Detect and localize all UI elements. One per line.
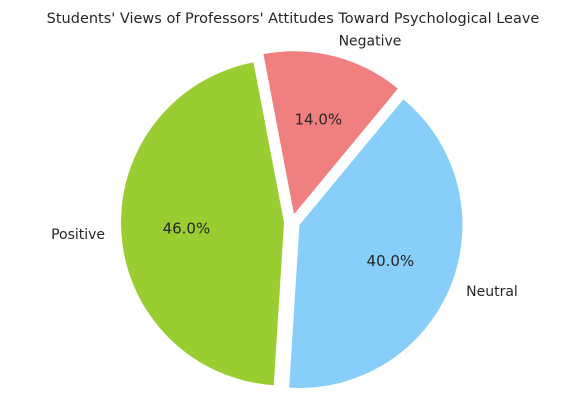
pie-labels: 14.0% Negative 46.0% Positive 40.0% Neutral bbox=[51, 34, 518, 300]
pct-label-positive: 46.0% bbox=[163, 220, 211, 238]
pie-slices bbox=[121, 51, 463, 388]
pie-slice-neutral bbox=[289, 99, 463, 388]
chart-title: Students' Views of Professors' Attitudes… bbox=[47, 11, 540, 27]
slice-label-positive: Positive bbox=[51, 227, 105, 243]
pct-label-negative: 14.0% bbox=[294, 111, 342, 129]
slice-label-negative: Negative bbox=[339, 34, 402, 50]
pie-slice-positive bbox=[121, 62, 285, 386]
pie-slice-negative bbox=[263, 51, 398, 215]
pct-label-neutral: 40.0% bbox=[367, 252, 415, 270]
slice-label-neutral: Neutral bbox=[466, 284, 518, 300]
